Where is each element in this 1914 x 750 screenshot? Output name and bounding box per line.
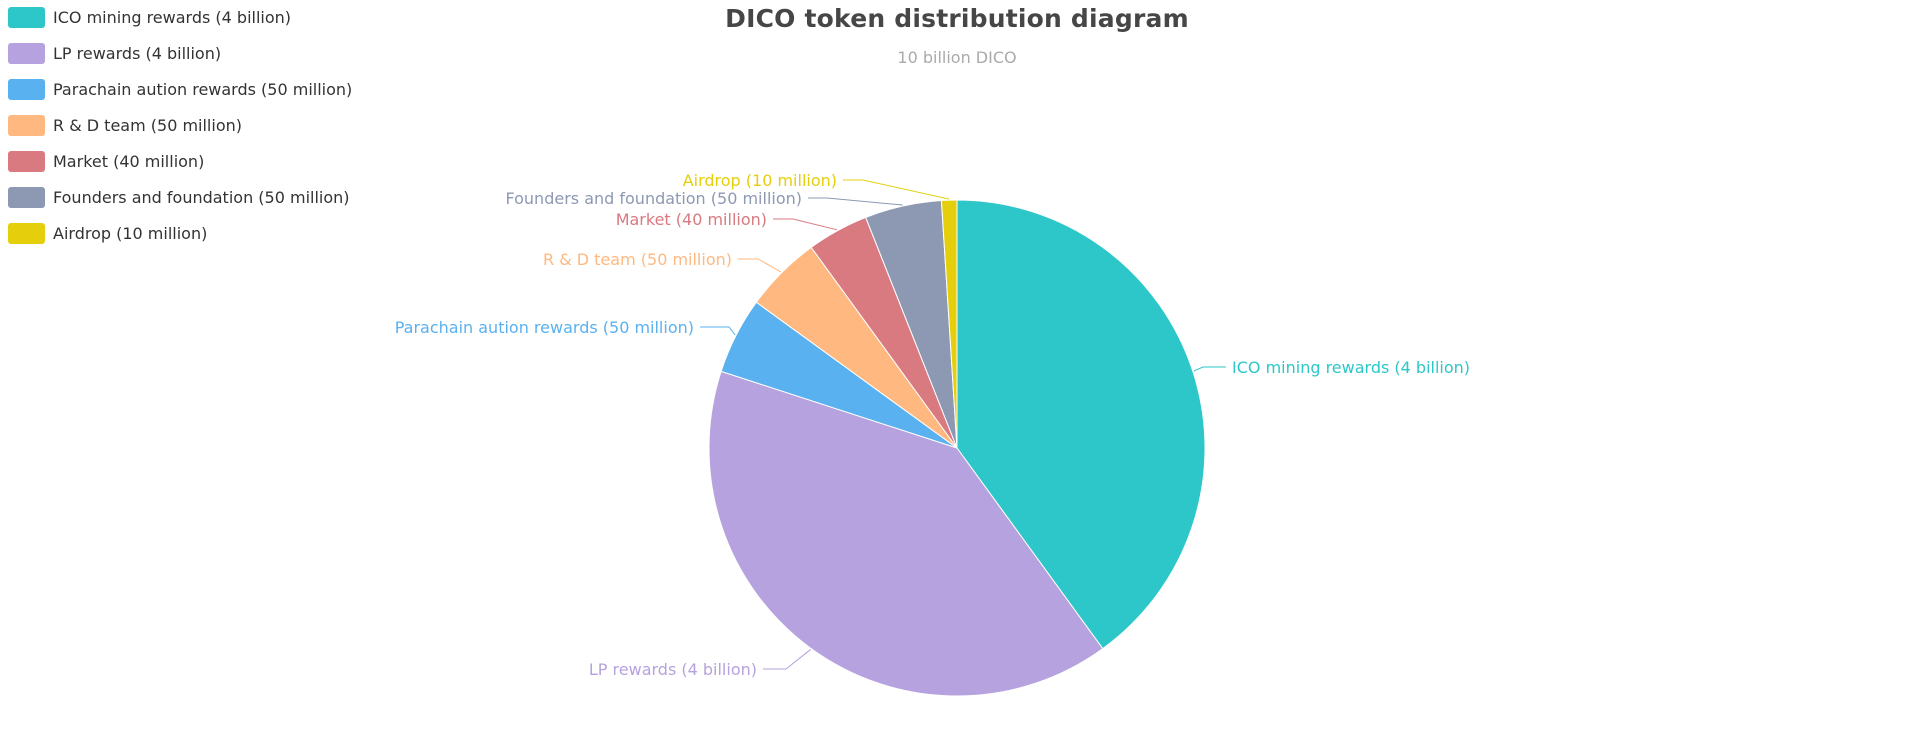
- legend-swatch: [8, 42, 45, 64]
- chart-subtitle: 10 billion DICO: [897, 48, 1017, 67]
- legend-label: R & D team (50 million): [53, 115, 242, 135]
- pie-slice[interactable]: [708, 370, 1104, 697]
- leader-line: [843, 179, 950, 200]
- legend-item-founders[interactable]: Founders and foundation (50 million): [8, 186, 352, 208]
- legend-label: Airdrop (10 million): [53, 223, 208, 243]
- legend-label: ICO mining rewards (4 billion): [53, 7, 292, 27]
- legend-label: Founders and foundation (50 million): [53, 187, 350, 207]
- pie-slice[interactable]: [956, 199, 1206, 650]
- legend-item-lp[interactable]: LP rewards (4 billion): [8, 42, 352, 64]
- legend-label: Market (40 million): [53, 151, 205, 171]
- legend-swatch: [8, 78, 45, 100]
- slice-label: LP rewards (4 billion): [589, 660, 757, 679]
- legend-item-market[interactable]: Market (40 million): [8, 150, 352, 172]
- chart-title: DICO token distribution diagram: [725, 4, 1189, 33]
- slice-label: ICO mining rewards (4 billion): [1232, 358, 1470, 377]
- legend-item-ico[interactable]: ICO mining rewards (4 billion): [8, 6, 352, 28]
- legend: ICO mining rewards (4 billion) LP reward…: [8, 6, 352, 258]
- pie-slices: [708, 199, 1206, 697]
- legend-swatch: [8, 150, 45, 172]
- legend-label: Parachain aution rewards (50 million): [53, 79, 353, 99]
- legend-swatch: [8, 114, 45, 136]
- leader-line: [700, 326, 736, 336]
- legend-item-parachain[interactable]: Parachain aution rewards (50 million): [8, 78, 352, 100]
- leader-line: [763, 649, 811, 670]
- leader-line: [1193, 366, 1226, 372]
- slice-labels: ICO mining rewards (4 billion) LP rewards…: [395, 171, 1470, 679]
- pie-slice[interactable]: [940, 199, 958, 449]
- slice-label: Founders and foundation (50 million): [505, 189, 802, 208]
- label-leader-lines: [700, 179, 1226, 670]
- slice-label: Airdrop (10 million): [683, 171, 837, 190]
- slice-label: R & D team (50 million): [543, 250, 732, 269]
- legend-label: LP rewards (4 billion): [53, 43, 222, 63]
- leader-line: [738, 258, 782, 273]
- legend-swatch: [8, 6, 45, 28]
- leader-line: [773, 218, 838, 231]
- slice-label: Parachain aution rewards (50 million): [395, 318, 694, 337]
- slice-label: Market (40 million): [616, 210, 767, 229]
- leader-line: [808, 197, 903, 206]
- legend-swatch: [8, 186, 45, 208]
- legend-swatch: [8, 222, 45, 244]
- legend-item-airdrop[interactable]: Airdrop (10 million): [8, 222, 352, 244]
- legend-item-rd-team[interactable]: R & D team (50 million): [8, 114, 352, 136]
